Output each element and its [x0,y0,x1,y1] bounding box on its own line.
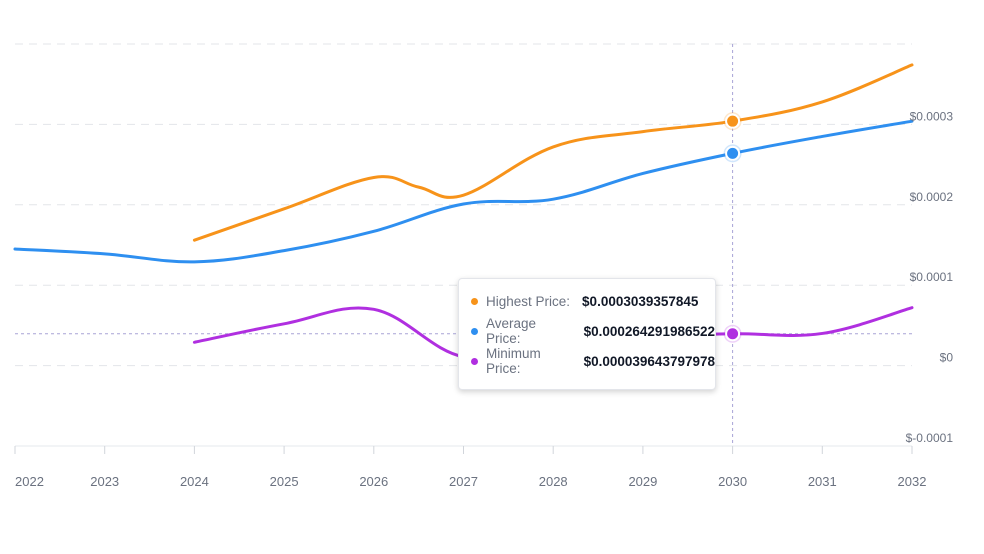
hover-markers [723,112,742,343]
average-price-line [13,119,914,264]
y-tick-label: $-0.0001 [906,431,954,445]
highest-dot-icon [471,297,478,305]
tooltip-value: $0.000039643797978 [583,353,715,369]
tooltip-row-average: Average Price: $0.000264291986522 [471,316,715,346]
x-tick-label: 2024 [180,474,209,489]
y-tick-label: $0 [940,351,954,365]
price-tooltip: Highest Price: $0.0003039357845 Average … [458,278,716,390]
tooltip-label: Average Price: [486,316,537,346]
tooltip-row-highest: Highest Price: $0.0003039357845 [471,286,715,316]
y-axis-ticks: $0.0003 $0.0002 $0.0001 $0 $-0.0001 [906,109,954,445]
minimum-dot-icon [471,357,478,365]
crosshair [15,44,912,446]
average-marker [725,145,741,161]
y-tick-label: $0.0001 [910,270,954,284]
highest-price-line [192,63,914,242]
x-tick-label: 2025 [270,474,299,489]
x-tick-label: 2032 [898,474,927,489]
tooltip-value: $0.0003039357845 [582,293,699,309]
x-tick-label: 2031 [808,474,837,489]
x-tick-label: 2022 [15,474,44,489]
tooltip-label: Minimum Price: [486,346,541,376]
highest-marker [725,113,741,129]
y-tick-label: $0.0002 [910,190,954,204]
x-tick-label: 2029 [628,474,657,489]
x-tick-label: 2023 [90,474,119,489]
tooltip-value: $0.000264291986522 [583,323,715,339]
x-axis-ticks: 2022 2023 2024 2025 2026 2027 2028 2029 2030 2031… [14,446,927,489]
y-tick-label: $0.0003 [910,109,954,123]
x-tick-label: 2030 [718,474,747,489]
tooltip-label: Highest Price: [486,293,571,309]
x-tick-label: 2026 [359,474,388,489]
minimum-marker [725,326,741,342]
x-tick-label: 2028 [539,474,568,489]
average-dot-icon [471,327,478,335]
x-tick-label: 2027 [449,474,478,489]
tooltip-row-minimum: Minimum Price: $0.000039643797978 [471,346,715,376]
